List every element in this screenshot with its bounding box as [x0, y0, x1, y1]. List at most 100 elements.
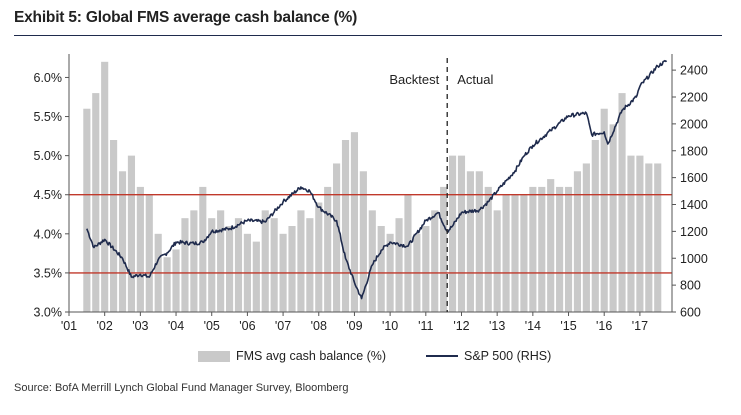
bar — [252, 241, 260, 312]
bar — [181, 218, 189, 312]
bar — [484, 186, 492, 312]
bar — [136, 186, 144, 312]
x-tick-label: '03 — [132, 319, 148, 333]
legend-swatch-bars — [198, 350, 230, 362]
right-tick-label: 1000 — [680, 252, 708, 266]
bar — [457, 155, 466, 312]
source-note: Source: BofA Merrill Lynch Global Fund M… — [14, 382, 349, 394]
x-tick-label: '12 — [453, 319, 469, 333]
x-tick-label: '01 — [61, 319, 77, 333]
cash-balance-chart: 3.0% 3.5% 4.0% 4.5% 5.0% 5.5% 6.0% 600 800 1000 12… — [34, 54, 708, 333]
right-tick-label: 2400 — [680, 64, 708, 78]
x-tick-label: '15 — [560, 319, 576, 333]
x-tick-label: '02 — [97, 319, 113, 333]
bar — [368, 210, 376, 312]
sp500-line — [86, 59, 668, 300]
legend-label-line: S&P 500 (RHS) — [464, 349, 552, 363]
right-tick-label: 1200 — [680, 225, 708, 239]
right-tick-label: 2000 — [680, 117, 708, 131]
bar — [609, 124, 617, 312]
bar — [645, 163, 653, 312]
left-tick-label: 5.0% — [34, 149, 63, 163]
x-tick-label: '04 — [168, 319, 184, 333]
x-tick-label: '05 — [204, 319, 220, 333]
x-tick-label: '11 — [418, 319, 433, 333]
chart-title: Exhibit 5: Global FMS average cash balan… — [14, 9, 358, 26]
right-tick-label: 1400 — [680, 198, 708, 212]
bar — [502, 194, 510, 312]
bar — [529, 186, 537, 312]
bar — [556, 186, 564, 312]
bar — [627, 155, 635, 312]
bar — [538, 186, 546, 312]
bar — [118, 171, 127, 312]
bar — [582, 163, 590, 312]
bar — [377, 226, 385, 312]
legend-label-bars: FMS avg cash balance (%) — [236, 349, 387, 363]
bar — [297, 210, 305, 312]
annotation-backtest: Backtest — [389, 72, 439, 87]
bar — [350, 132, 359, 312]
x-tick-label: '13 — [489, 319, 505, 333]
bar — [127, 155, 136, 312]
bar — [564, 186, 573, 312]
right-tick-label: 1600 — [680, 171, 708, 185]
reference-lines-layer — [69, 194, 672, 274]
bar — [600, 108, 608, 313]
legend-item-bars: FMS avg cash balance (%) — [198, 349, 386, 363]
bar — [431, 210, 439, 312]
bar — [333, 163, 341, 312]
bar — [163, 257, 171, 312]
left-tick-label: 3.0% — [34, 306, 63, 320]
bar — [190, 210, 198, 312]
x-tick-label: '17 — [632, 319, 648, 333]
bar — [520, 194, 528, 312]
bar — [466, 171, 474, 312]
left-tick-label: 3.5% — [34, 266, 63, 280]
left-tick-label: 4.5% — [34, 188, 63, 202]
bar — [547, 179, 555, 312]
title-rule — [14, 35, 722, 36]
x-tick-label: '08 — [311, 319, 327, 333]
bars-layer — [83, 61, 662, 313]
x-tick-label: '06 — [239, 319, 255, 333]
x-tick-label: '07 — [275, 319, 291, 333]
bar — [591, 140, 599, 312]
bar — [341, 140, 350, 312]
x-tick-label: '14 — [525, 319, 541, 333]
bar — [306, 218, 314, 312]
bar — [83, 108, 91, 313]
bar — [315, 202, 323, 312]
x-tick-label: '09 — [346, 319, 362, 333]
bar — [208, 218, 216, 312]
legend-swatch-line — [426, 355, 458, 357]
bar — [288, 226, 296, 312]
sp500-layer — [86, 59, 668, 300]
bar — [234, 218, 243, 312]
bar — [448, 155, 457, 312]
right-tick-label: 2200 — [680, 91, 708, 105]
x-tick-label: '10 — [382, 319, 398, 333]
legend: FMS avg cash balance (%) S&P 500 (RHS) — [0, 349, 741, 369]
axes-layer: 3.0% 3.5% 4.0% 4.5% 5.0% 5.5% 6.0% 600 800 1000 12… — [34, 54, 708, 333]
bar — [110, 140, 118, 312]
bar — [618, 93, 626, 312]
bar — [199, 186, 207, 312]
bar — [270, 218, 278, 312]
left-tick-label: 4.0% — [34, 227, 63, 241]
bar — [92, 93, 100, 312]
bar — [475, 171, 483, 312]
bar — [511, 194, 519, 312]
bar — [172, 249, 180, 312]
left-tick-label: 5.5% — [34, 110, 63, 124]
x-tick-label: '16 — [596, 319, 612, 333]
bar — [404, 194, 412, 312]
right-tick-label: 1800 — [680, 144, 708, 158]
bar — [422, 226, 430, 312]
bar — [654, 163, 662, 312]
bar — [324, 186, 332, 312]
bar — [217, 210, 225, 312]
bar — [636, 155, 644, 312]
bar — [359, 171, 367, 312]
bar — [573, 171, 582, 312]
